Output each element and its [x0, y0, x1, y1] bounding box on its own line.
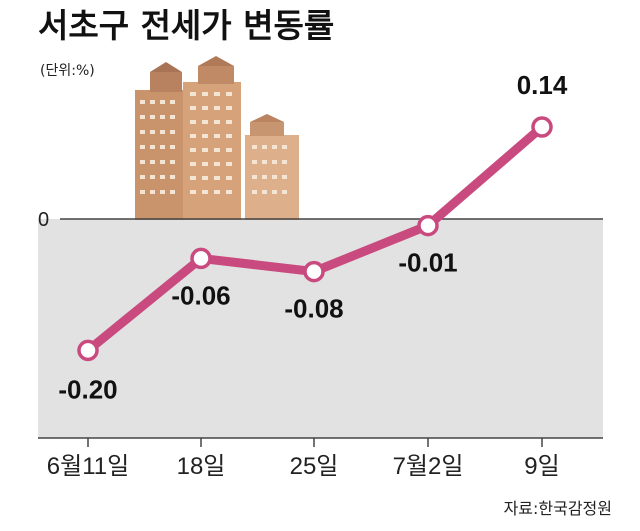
data-label: -0.20 — [58, 374, 117, 404]
data-point — [77, 339, 99, 362]
data-point — [531, 116, 553, 138]
x-tick-label: 18일 — [177, 453, 226, 480]
data-point — [417, 214, 439, 237]
x-tick-label: 6월11일 — [47, 453, 129, 480]
data-labels: -0.20 -0.06 -0.08 -0.01 0.14 — [58, 70, 567, 404]
x-axis-ticks: 6월11일 18일 25일 7월2일 9일 — [47, 438, 560, 480]
zero-tick-label: 0 — [38, 209, 49, 231]
data-point — [303, 260, 325, 283]
x-tick-label: 25일 — [290, 453, 339, 480]
data-point — [190, 247, 212, 270]
negative-region — [38, 219, 603, 438]
apartment-buildings-illustration — [135, 56, 299, 220]
data-label: 0.14 — [517, 70, 568, 100]
unit-label: (단위:%) — [40, 63, 95, 79]
data-label: -0.08 — [284, 294, 343, 324]
source-label: 자료:한국감정원 — [504, 499, 612, 518]
data-label: -0.06 — [171, 280, 230, 310]
x-tick-label: 7월2일 — [393, 453, 464, 480]
x-tick-label: 9일 — [524, 453, 559, 480]
chart-title: 서초구 전세가 변동률 — [38, 6, 334, 45]
data-label: -0.01 — [398, 248, 457, 278]
series-markers — [77, 116, 553, 362]
